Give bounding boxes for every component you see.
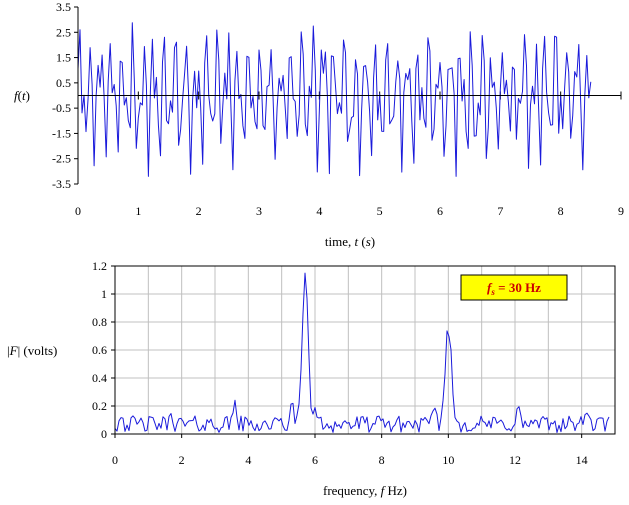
time-chart-x-axis-label-text: time, t (s): [325, 234, 375, 249]
y-tick-label: 1.5: [56, 51, 71, 65]
time-signal-series-line: [77, 22, 592, 177]
x-tick-label: 1: [135, 204, 141, 218]
time-chart-y-ticks: 3.5 2.5 1.5 0.5 -0.5 -1.5 -2.5 -3.5: [52, 0, 78, 191]
time-chart-y-axis-label-text: f(t): [14, 88, 30, 103]
annotation-text: fs = 30 Hz: [487, 280, 541, 297]
x-tick-label: 12: [509, 453, 521, 467]
x-tick-label: 3: [256, 204, 262, 218]
time-signal-chart: f(t) 3.5 2.5 1.5 0.5 -0.5 -1.5 -2.5 -3.5 0 1 2 3 4 5…: [14, 0, 624, 249]
y-tick-label: -3.5: [52, 177, 71, 191]
spectrum-y-axis-label-text: |F| (volts): [7, 343, 57, 358]
spectrum-series-line: [114, 272, 610, 433]
y-tick-label: 3.5: [56, 0, 71, 14]
y-tick-label: 1: [101, 287, 107, 301]
x-tick-label: 2: [179, 453, 185, 467]
y-tick-label: 0.5: [56, 76, 71, 90]
time-chart-y-axis-label: f(t): [14, 88, 30, 103]
x-tick-label: 2: [196, 204, 202, 218]
x-tick-label: 4: [316, 204, 322, 218]
y-tick-label: -2.5: [52, 152, 71, 166]
spectrum-x-axis-label-text: frequency, f Hz): [323, 483, 407, 498]
x-tick-label: 14: [576, 453, 588, 467]
y-tick-label: 2.5: [56, 25, 71, 39]
sampling-rate-annotation: fs = 30 Hz: [460, 274, 568, 301]
spectrum-x-axis-label: frequency, f Hz): [323, 483, 407, 498]
x-tick-label: 8: [558, 204, 564, 218]
y-tick-label: 0: [101, 427, 107, 441]
y-tick-label: 0.4: [92, 371, 107, 385]
x-tick-label: 4: [245, 453, 251, 467]
spectrum-x-ticks: 0 2 4 6 8 10 12 14: [112, 434, 588, 467]
x-tick-label: 10: [442, 453, 454, 467]
y-tick-label: 0.6: [92, 343, 107, 357]
y-tick-label: 0.8: [92, 315, 107, 329]
spectrum-y-axis-label: |F| (volts): [7, 343, 57, 358]
y-tick-label: -1.5: [52, 126, 71, 140]
x-tick-label: 6: [437, 204, 443, 218]
y-tick-label: 1.2: [92, 259, 107, 273]
spectrum-chart: 1.2 1 0.8 0.6 0.4 0.2 0 0 2 4 6 8 10 12 14 |F| (volts…: [7, 259, 616, 498]
x-tick-label: 0: [112, 453, 118, 467]
time-chart-axes: [77, 7, 621, 184]
time-chart-x-axis-label: time, t (s): [325, 234, 375, 249]
x-tick-label: 0: [75, 204, 81, 218]
x-tick-label: 5: [377, 204, 383, 218]
y-tick-label: 0.2: [92, 399, 107, 413]
x-tick-label: 8: [379, 453, 385, 467]
spectrum-y-ticks: 1.2 1 0.8 0.6 0.4 0.2 0: [92, 259, 115, 441]
annotation-box: [460, 274, 568, 301]
x-tick-label: 6: [312, 453, 318, 467]
x-tick-label: 7: [497, 204, 503, 218]
y-tick-label: -0.5: [52, 101, 71, 115]
x-tick-label: 9: [618, 204, 624, 218]
